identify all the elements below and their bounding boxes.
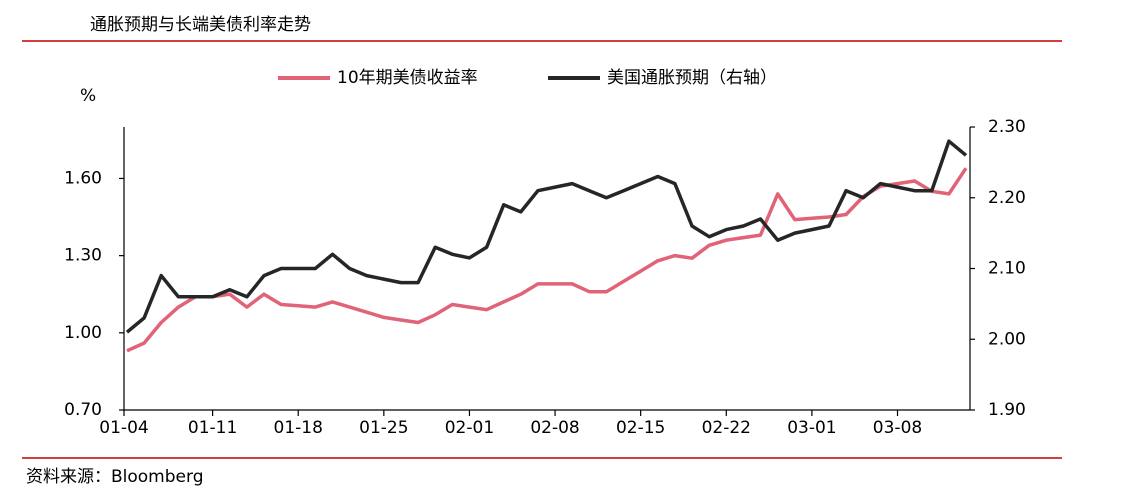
y2-tick-label: 1.90 — [988, 400, 1026, 420]
x-tick-label: 03-01 — [787, 418, 836, 438]
y-tick-label: 1.60 — [64, 168, 102, 188]
x-tick-label: 02-22 — [702, 418, 751, 438]
x-tick-label: 02-01 — [445, 418, 494, 438]
y-tick-label: 0.70 — [64, 400, 102, 420]
legend-label: 10年期美债收益率 — [337, 68, 478, 88]
x-tick-label: 02-15 — [616, 418, 665, 438]
series-line — [125, 139, 968, 334]
series-line — [126, 167, 968, 353]
source-note: 资料来源：Bloomberg — [26, 467, 203, 487]
chart-title: 通胀预期与长端美债利率走势 — [90, 15, 311, 35]
y-tick-label: 1.00 — [64, 323, 102, 343]
x-tick-label: 02-08 — [530, 418, 579, 438]
y-axis-unit: % — [80, 86, 96, 106]
y2-tick-label: 2.00 — [988, 329, 1026, 349]
x-tick-label: 03-08 — [873, 418, 922, 438]
x-tick-label: 01-11 — [188, 418, 237, 438]
x-tick-label: 01-04 — [99, 418, 148, 438]
y-tick-label: 1.30 — [64, 246, 102, 266]
x-tick-label: 01-25 — [359, 418, 408, 438]
y2-tick-label: 2.10 — [988, 259, 1026, 279]
y2-tick-label: 2.30 — [988, 117, 1026, 137]
x-tick-label: 01-18 — [274, 418, 323, 438]
y2-tick-label: 2.20 — [988, 188, 1026, 208]
legend-label: 美国通胀预期（右轴） — [607, 68, 777, 88]
